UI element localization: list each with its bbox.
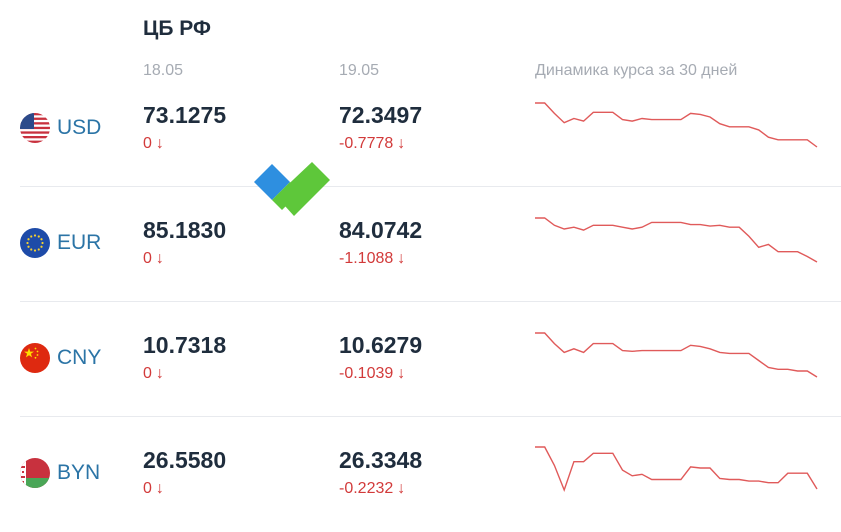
- currency-code[interactable]: USD: [57, 116, 102, 139]
- rate-curr: 26.3348: [339, 447, 423, 473]
- currency-row-usd[interactable]: USD 73.1275 0 ↓ 72.3497 -0.7778 ↓: [0, 72, 841, 187]
- arrow-down-icon: ↓: [155, 480, 164, 497]
- sparkline-chart: [535, 217, 818, 263]
- rate-curr: 84.0742: [339, 217, 423, 243]
- rate-prev: 26.5580: [143, 447, 227, 473]
- change-prev: 0 ↓: [143, 480, 164, 497]
- change-curr: -1.1088 ↓: [339, 250, 406, 267]
- sparkline-series: [535, 217, 818, 263]
- sparkline-chart: [535, 102, 818, 148]
- change-prev: 0 ↓: [143, 250, 164, 267]
- date-curr-header: 19.05: [339, 62, 380, 79]
- row-divider: [20, 186, 841, 187]
- currency-row-byn[interactable]: BYN 26.5580 0 ↓ 26.3348 -0.2232 ↓: [0, 417, 841, 532]
- date-prev-header: 18.05: [143, 62, 184, 79]
- currency-code[interactable]: BYN: [57, 461, 101, 484]
- change-curr: -0.1039 ↓: [339, 365, 406, 382]
- rate-curr: 10.6279: [339, 332, 423, 358]
- sparkline-chart: [535, 446, 818, 493]
- change-prev: 0 ↓: [143, 365, 164, 382]
- rate-prev: 73.1275: [143, 102, 227, 128]
- arrow-down-icon: ↓: [397, 480, 406, 497]
- row-divider: [20, 416, 841, 417]
- us-flag-icon: [20, 113, 50, 143]
- arrow-down-icon: ↓: [155, 365, 164, 382]
- rate-prev: 10.7318: [143, 332, 227, 358]
- arrow-down-icon: ↓: [155, 250, 164, 267]
- eu-flag-icon: [20, 228, 50, 258]
- rate-prev: 85.1830: [143, 217, 227, 243]
- change-prev: 0 ↓: [143, 135, 164, 152]
- currency-code[interactable]: EUR: [57, 231, 102, 254]
- dynamics-header: Динамика курса за 30 дней: [535, 62, 738, 79]
- arrow-down-icon: ↓: [155, 135, 164, 152]
- change-curr: -0.7778 ↓: [339, 135, 406, 152]
- by-flag-icon: [20, 458, 50, 488]
- arrow-down-icon: ↓: [397, 135, 406, 152]
- rate-curr: 72.3497: [339, 102, 423, 128]
- arrow-down-icon: ↓: [397, 250, 406, 267]
- cn-flag-icon: [20, 343, 50, 373]
- currency-row-eur[interactable]: EUR 85.1830 0 ↓ 84.0742 -1.1088 ↓: [0, 187, 841, 302]
- currency-code[interactable]: CNY: [57, 346, 102, 369]
- sparkline-series: [535, 102, 818, 148]
- change-curr: -0.2232 ↓: [339, 480, 406, 497]
- row-divider: [20, 301, 841, 302]
- sparkline-chart: [535, 332, 818, 378]
- page-title: ЦБ РФ: [143, 17, 211, 40]
- arrow-down-icon: ↓: [397, 365, 406, 382]
- sparkline-series: [535, 332, 818, 378]
- currency-row-cny[interactable]: CNY 10.7318 0 ↓ 10.6279 -0.1039 ↓: [0, 302, 841, 417]
- sparkline-series: [535, 446, 818, 493]
- checkmark-logo-icon: [254, 162, 330, 216]
